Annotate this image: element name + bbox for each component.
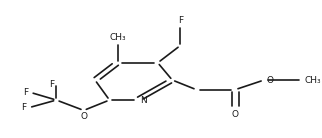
Text: O: O bbox=[267, 75, 274, 85]
Text: O: O bbox=[80, 112, 87, 121]
Text: F: F bbox=[49, 80, 54, 89]
Text: F: F bbox=[21, 103, 26, 112]
Text: O: O bbox=[232, 110, 239, 119]
Text: F: F bbox=[178, 16, 183, 25]
Text: CH₃: CH₃ bbox=[305, 75, 321, 85]
Text: N: N bbox=[140, 95, 147, 105]
Text: CH₃: CH₃ bbox=[109, 33, 126, 42]
Text: F: F bbox=[23, 88, 28, 97]
